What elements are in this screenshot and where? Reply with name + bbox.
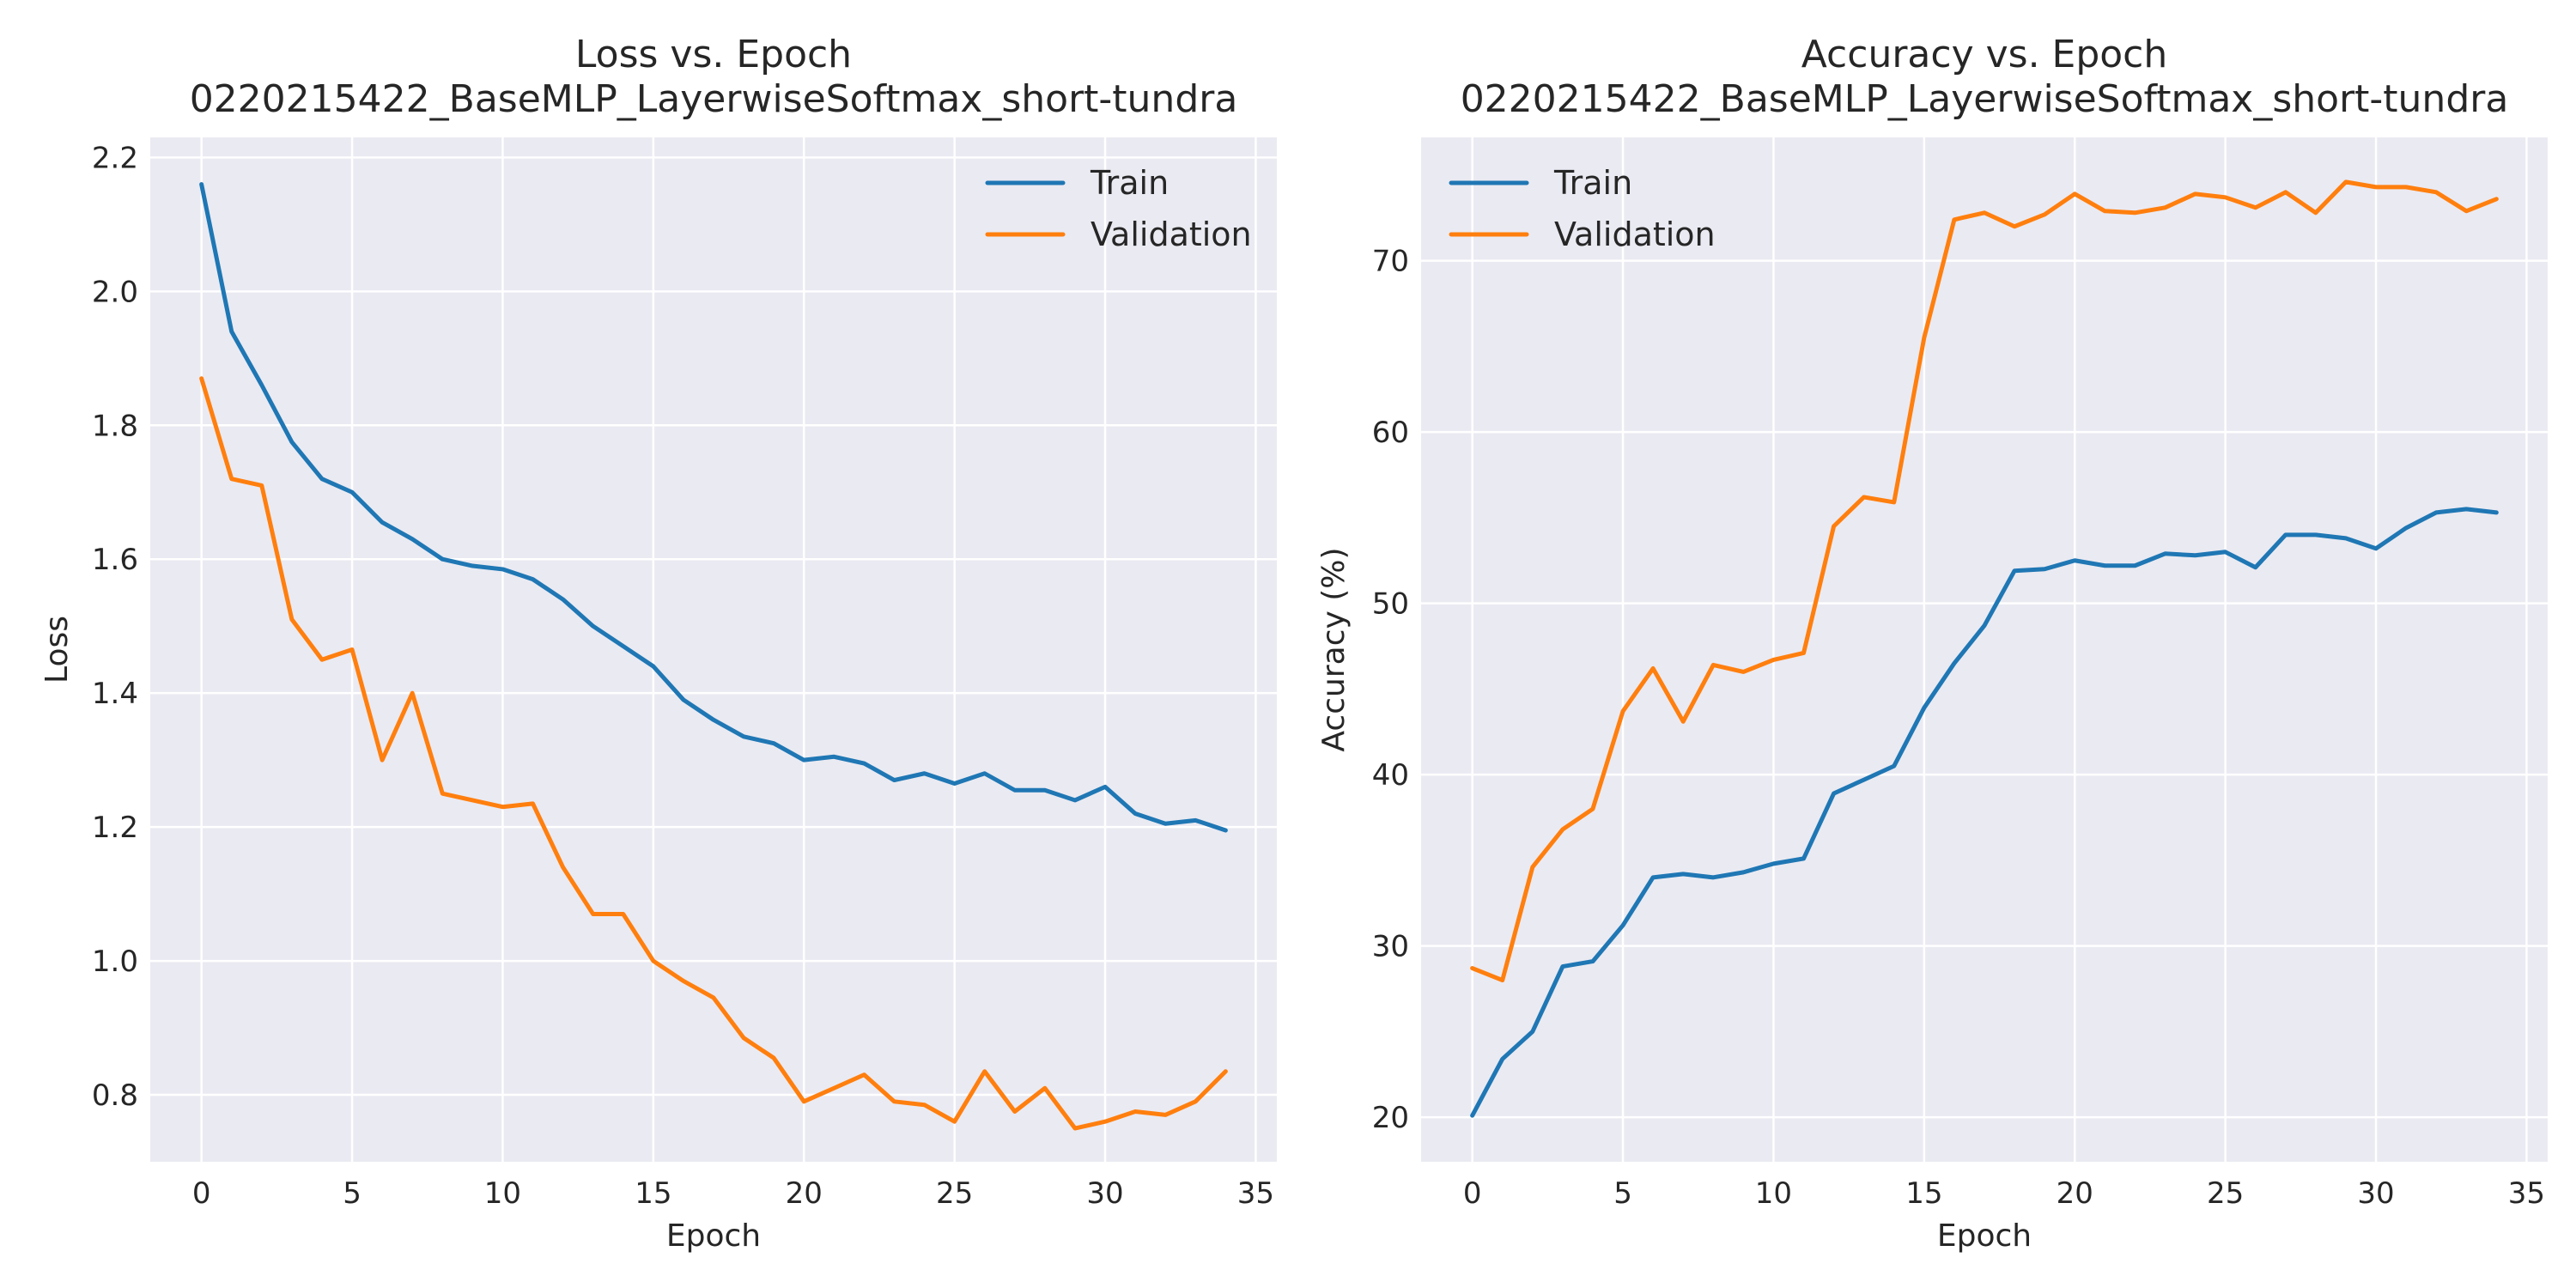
x-tick-label: 15 [635, 1176, 671, 1211]
tick-labels: 0 5 10 15 20 25 30 35 20 30 40 50 60 70 [1372, 245, 2545, 1211]
gridlines [150, 137, 1277, 1162]
y-tick-label: 50 [1372, 587, 1409, 622]
y-tick-label: 70 [1372, 245, 1409, 279]
chart-title: Accuracy vs. Epoch [1801, 33, 2168, 76]
x-tick-label: 5 [1613, 1176, 1632, 1211]
y-axis-label: Accuracy (%) [1316, 547, 1352, 751]
series-line-validation [199, 376, 1228, 1131]
legend-label-validation: Validation [1091, 216, 1252, 253]
tick-labels: 0 5 10 15 20 25 30 35 0.8 1.0 1.2 1.4 1.6 1.8 2.0 2.2 [92, 141, 1274, 1211]
x-tick-label: 30 [2357, 1176, 2394, 1211]
chart-subtitle: 0220215422_BaseMLP_LayerwiseSoftmax_shor… [190, 77, 1238, 121]
chart-subtitle: 0220215422_BaseMLP_LayerwiseSoftmax_shor… [1461, 77, 2509, 121]
gridlines [1421, 137, 2548, 1162]
x-tick-label: 10 [1755, 1176, 1792, 1211]
series-lines [1470, 179, 2499, 1118]
x-tick-label: 5 [343, 1176, 361, 1211]
x-tick-label: 0 [192, 1176, 211, 1211]
x-axis-label: Epoch [1937, 1218, 2032, 1254]
y-tick-label: 1.2 [92, 811, 138, 845]
plot-area [1421, 137, 2548, 1162]
chart-title: Loss vs. Epoch [575, 33, 852, 76]
series-line-train [199, 182, 1228, 833]
y-tick-label: 20 [1372, 1101, 1409, 1135]
x-tick-label: 10 [484, 1176, 521, 1211]
y-tick-label: 30 [1372, 930, 1409, 964]
series-line-train [1470, 507, 2499, 1118]
x-tick-label: 0 [1463, 1176, 1482, 1211]
x-tick-label: 25 [2207, 1176, 2244, 1211]
legend-label-validation: Validation [1554, 216, 1716, 253]
x-tick-label: 20 [2057, 1176, 2093, 1211]
plot-area [150, 137, 1277, 1162]
legend-label-train: Train [1553, 164, 1632, 202]
legend: Train Validation [1449, 164, 1716, 253]
x-tick-label: 35 [1237, 1176, 1274, 1211]
series-line-validation [1470, 179, 2499, 983]
y-tick-label: 2.2 [92, 141, 138, 175]
y-tick-label: 60 [1372, 416, 1409, 450]
legend: Train Validation [985, 164, 1252, 253]
y-tick-label: 1.4 [92, 677, 138, 711]
y-axis-label: Loss [39, 616, 75, 683]
x-tick-label: 20 [786, 1176, 823, 1211]
y-tick-label: 0.8 [92, 1078, 138, 1113]
x-axis-label: Epoch [666, 1218, 761, 1254]
y-tick-label: 40 [1372, 758, 1409, 793]
accuracy-chart: 0 5 10 15 20 25 30 35 20 30 40 50 60 70 Accuracy vs. … [1316, 33, 2548, 1254]
y-tick-label: 1.6 [92, 543, 138, 577]
series-lines [199, 182, 1228, 1131]
y-tick-label: 1.8 [92, 409, 138, 443]
x-tick-label: 15 [1905, 1176, 1942, 1211]
legend-label-train: Train [1090, 164, 1169, 202]
y-tick-label: 1.0 [92, 945, 138, 979]
x-tick-label: 35 [2508, 1176, 2545, 1211]
x-tick-label: 30 [1086, 1176, 1123, 1211]
loss-chart: 0 5 10 15 20 25 30 35 0.8 1.0 1.2 1.4 1.6 1.8 2.0 2.2 L… [39, 33, 1277, 1254]
x-tick-label: 25 [936, 1176, 973, 1211]
y-tick-label: 2.0 [92, 275, 138, 309]
